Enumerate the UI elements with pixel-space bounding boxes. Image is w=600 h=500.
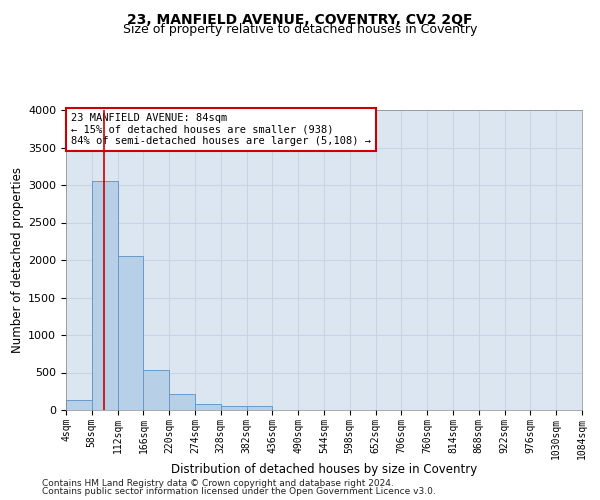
Text: 23, MANFIELD AVENUE, COVENTRY, CV2 2QF: 23, MANFIELD AVENUE, COVENTRY, CV2 2QF (127, 12, 473, 26)
Text: Contains HM Land Registry data © Crown copyright and database right 2024.: Contains HM Land Registry data © Crown c… (42, 478, 394, 488)
Text: 23 MANFIELD AVENUE: 84sqm
← 15% of detached houses are smaller (938)
84% of semi: 23 MANFIELD AVENUE: 84sqm ← 15% of detac… (71, 113, 371, 146)
Bar (247, 406, 272, 410)
Y-axis label: Number of detached properties: Number of detached properties (11, 167, 24, 353)
Text: Size of property relative to detached houses in Coventry: Size of property relative to detached ho… (123, 22, 477, 36)
Bar (118, 256, 143, 410)
X-axis label: Distribution of detached houses by size in Coventry: Distribution of detached houses by size … (171, 463, 477, 476)
Bar (221, 406, 247, 410)
Bar (143, 370, 169, 410)
Bar (169, 394, 195, 410)
Bar (92, 181, 118, 410)
Text: Contains public sector information licensed under the Open Government Licence v3: Contains public sector information licen… (42, 487, 436, 496)
Bar (66, 400, 92, 410)
Bar (195, 404, 221, 410)
